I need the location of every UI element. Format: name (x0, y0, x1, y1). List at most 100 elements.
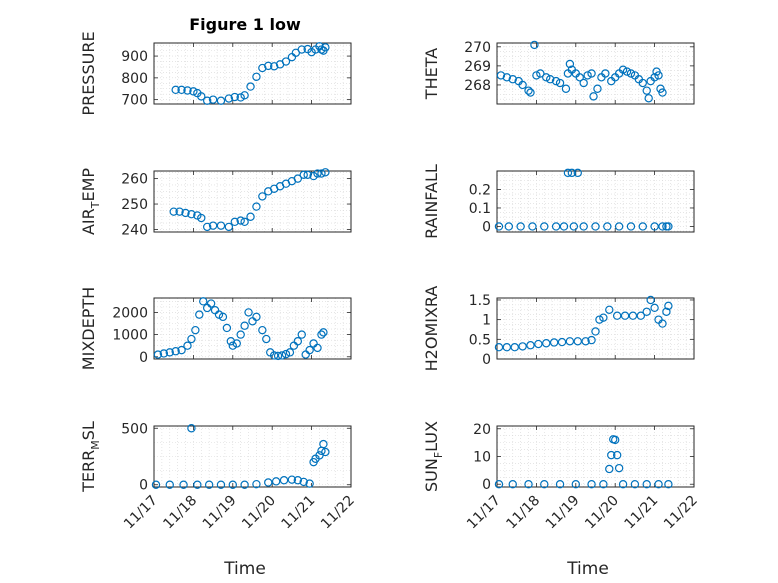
data-point (301, 350, 310, 359)
data-point (626, 69, 636, 78)
data-point (496, 71, 506, 80)
data-point (305, 345, 314, 355)
x-tick-label: 11/22 (661, 493, 701, 533)
data-point (612, 450, 622, 460)
data-point (638, 222, 647, 231)
y-tick-label: 900 (121, 49, 148, 65)
data-point (528, 222, 537, 231)
data-point (508, 75, 517, 84)
data-point (293, 476, 303, 485)
x-tick-label: 11/22 (318, 493, 358, 533)
data-point (319, 328, 328, 337)
data-point (271, 477, 281, 486)
data-point (571, 480, 581, 489)
data-point (299, 477, 308, 487)
axes-box (496, 170, 695, 233)
data-point (551, 222, 561, 231)
data-point (258, 63, 267, 73)
data-point (650, 303, 659, 313)
data-point (321, 43, 330, 52)
data-point (579, 222, 588, 231)
x-tick-label: 11/20 (582, 493, 622, 533)
data-point (618, 65, 628, 74)
grid (153, 43, 352, 104)
axes-box (496, 297, 695, 360)
data-point (273, 351, 283, 361)
data-point (191, 325, 200, 335)
y-tick-label: 20 (473, 422, 491, 438)
data-point (246, 82, 255, 91)
y-tick-label: 270 (464, 40, 491, 56)
data-point (605, 305, 614, 315)
data-point (508, 480, 517, 489)
data-point (658, 222, 667, 231)
data-point (557, 337, 567, 347)
data-point (309, 339, 318, 348)
data-point (658, 88, 667, 97)
data-point (662, 307, 671, 316)
data-point (230, 217, 239, 227)
data-point (313, 169, 322, 178)
data-point (664, 222, 673, 231)
data-point (240, 480, 249, 489)
data-point (603, 222, 612, 231)
data-point (264, 61, 273, 71)
data-point (628, 311, 638, 320)
data-point (561, 84, 571, 93)
data-point (601, 69, 610, 78)
data-point (269, 351, 279, 360)
data-point (248, 317, 257, 326)
subplot-theta: 268 269 270 THETA (422, 40, 695, 105)
figure-title: Figure 1 low (189, 15, 301, 34)
data-point (573, 337, 582, 346)
data-point (642, 480, 651, 489)
data-point (204, 480, 214, 489)
data-point (202, 96, 212, 105)
data-point (593, 84, 602, 93)
y-tick-label: 1.5 (469, 293, 491, 309)
data-point (622, 67, 632, 76)
data-point (573, 168, 582, 178)
subplot-grid: 700 800 900 PRESSURE 268 269 270 THETA 240 250 260… (79, 31, 701, 532)
data-point (524, 86, 533, 95)
data-point (165, 480, 174, 489)
grid (153, 171, 352, 232)
y-tick-label: 269 (464, 59, 491, 75)
data-point (605, 464, 614, 474)
data-point (151, 480, 161, 489)
grid (496, 426, 695, 487)
data-point (299, 170, 308, 180)
data-point (579, 78, 588, 88)
y-tick-label: 800 (121, 71, 148, 87)
axes-box (153, 170, 352, 233)
data-point (258, 325, 267, 335)
data-point (526, 341, 535, 350)
data-point (599, 480, 608, 489)
data-point (317, 330, 326, 339)
data-point (542, 339, 551, 348)
subplot-terr-msl: 0 500 11/17 11/18 11/19 11/20 11/21 11/22 TERRMS… (79, 421, 358, 532)
data-point (183, 86, 192, 95)
data-point (224, 94, 234, 103)
axes-box (153, 297, 352, 360)
y-tick-label: 500 (121, 421, 148, 437)
y-axis-label: MIXDEPTH (79, 287, 98, 370)
data-point (664, 480, 673, 489)
data-point (197, 92, 206, 101)
data-point (258, 192, 267, 201)
data-point (297, 45, 306, 54)
data-point (281, 349, 291, 359)
data-point (654, 71, 663, 80)
data-point (202, 303, 212, 313)
data-point (208, 95, 218, 104)
data-point (232, 339, 241, 348)
data-point (591, 222, 600, 231)
data-point (222, 323, 232, 333)
data-point (277, 351, 287, 360)
data-point (494, 222, 504, 231)
data-point (494, 480, 504, 489)
data-point (565, 337, 575, 346)
y-axis-label: TERRMSL (79, 421, 102, 493)
subplot-h2omixra: 0 0.5 1 1.5 H2OMIXRA (422, 286, 695, 371)
data-point (189, 87, 198, 96)
